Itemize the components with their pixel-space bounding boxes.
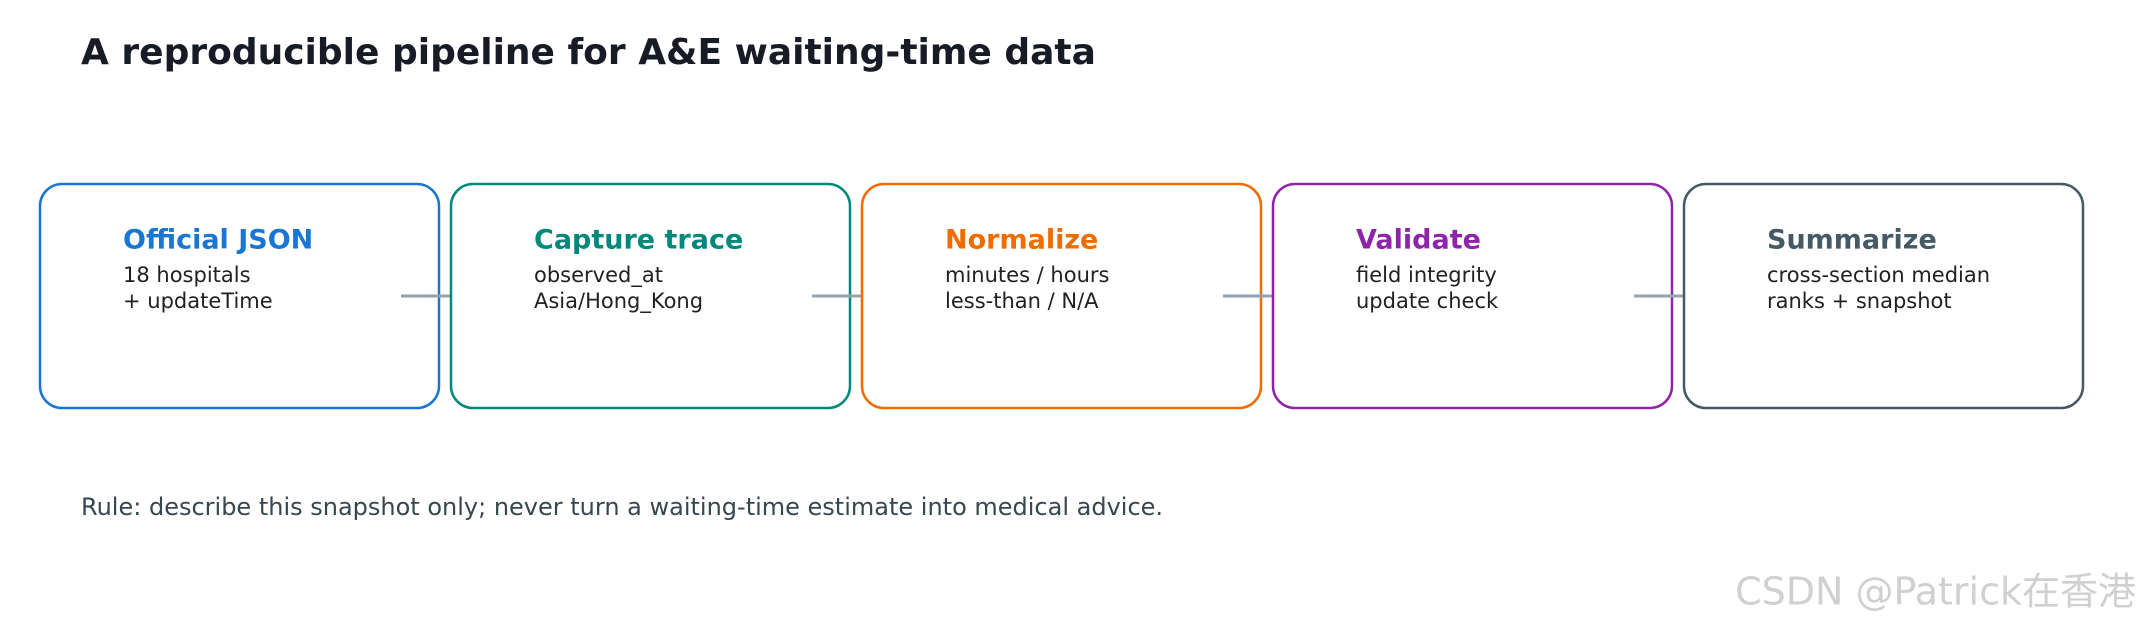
- watermark: CSDN @Patrick在香港: [1735, 570, 2136, 614]
- step-box: [1682, 182, 2085, 410]
- diagram-title: A reproducible pipeline for A&E waiting-…: [81, 32, 1096, 73]
- step-title: Capture trace: [534, 225, 743, 256]
- step-detail: Asia/Hong_Kong: [534, 289, 703, 314]
- step-detail: 18 hospitals: [123, 263, 251, 287]
- step-detail: cross-section median: [1767, 263, 1990, 287]
- step-detail: minutes / hours: [945, 263, 1109, 287]
- steps: Official JSON 18 hospitals+ updateTime Cap…: [38, 182, 2085, 410]
- step-title: Validate: [1356, 225, 1481, 256]
- step-title: Official JSON: [123, 225, 313, 256]
- rule-note: Rule: describe this snapshot only; never…: [81, 493, 1163, 521]
- step-detail: less-than / N/A: [945, 289, 1099, 313]
- step-detail: + updateTime: [123, 289, 273, 313]
- step-title: Normalize: [945, 225, 1098, 256]
- step-title: Summarize: [1767, 225, 1937, 256]
- step-detail: observed_at: [534, 263, 663, 288]
- step-detail: field integrity: [1356, 263, 1497, 287]
- step-detail: ranks + snapshot: [1767, 289, 1952, 313]
- step-detail: update check: [1356, 289, 1499, 313]
